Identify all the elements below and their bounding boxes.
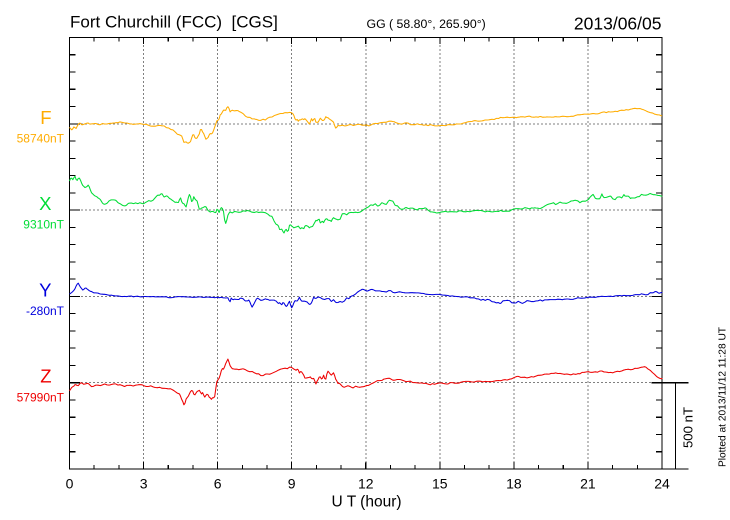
- svg-text:500 nT: 500 nT: [681, 407, 696, 448]
- svg-text:Z: Z: [40, 366, 51, 387]
- svg-text:3: 3: [140, 476, 148, 492]
- svg-text:F: F: [40, 107, 51, 128]
- svg-text:21: 21: [580, 476, 596, 492]
- svg-text:Plotted at 2013/11/12 11:28 UT: Plotted at 2013/11/12 11:28 UT: [717, 327, 728, 467]
- svg-text:18: 18: [506, 476, 522, 492]
- svg-text:X: X: [39, 193, 51, 214]
- svg-text:57990nT: 57990nT: [17, 390, 65, 404]
- svg-text:12: 12: [358, 476, 374, 492]
- svg-text:U T (hour): U T (hour): [331, 494, 401, 511]
- svg-text:GG ( 58.80°, 265.90°): GG ( 58.80°, 265.90°): [367, 17, 486, 31]
- svg-text:6: 6: [214, 476, 222, 492]
- svg-text:24: 24: [654, 476, 670, 492]
- svg-text:Y: Y: [39, 279, 51, 300]
- svg-text:9: 9: [288, 476, 296, 492]
- svg-text:Fort Churchill (FCC) [CGS]: Fort Churchill (FCC) [CGS]: [70, 13, 278, 32]
- svg-text:0: 0: [66, 476, 74, 492]
- svg-text:-280nT: -280nT: [26, 304, 65, 318]
- svg-text:58740nT: 58740nT: [17, 131, 65, 145]
- svg-text:15: 15: [432, 476, 448, 492]
- svg-text:9310nT: 9310nT: [23, 218, 64, 232]
- svg-text:2013/06/05: 2013/06/05: [574, 14, 662, 34]
